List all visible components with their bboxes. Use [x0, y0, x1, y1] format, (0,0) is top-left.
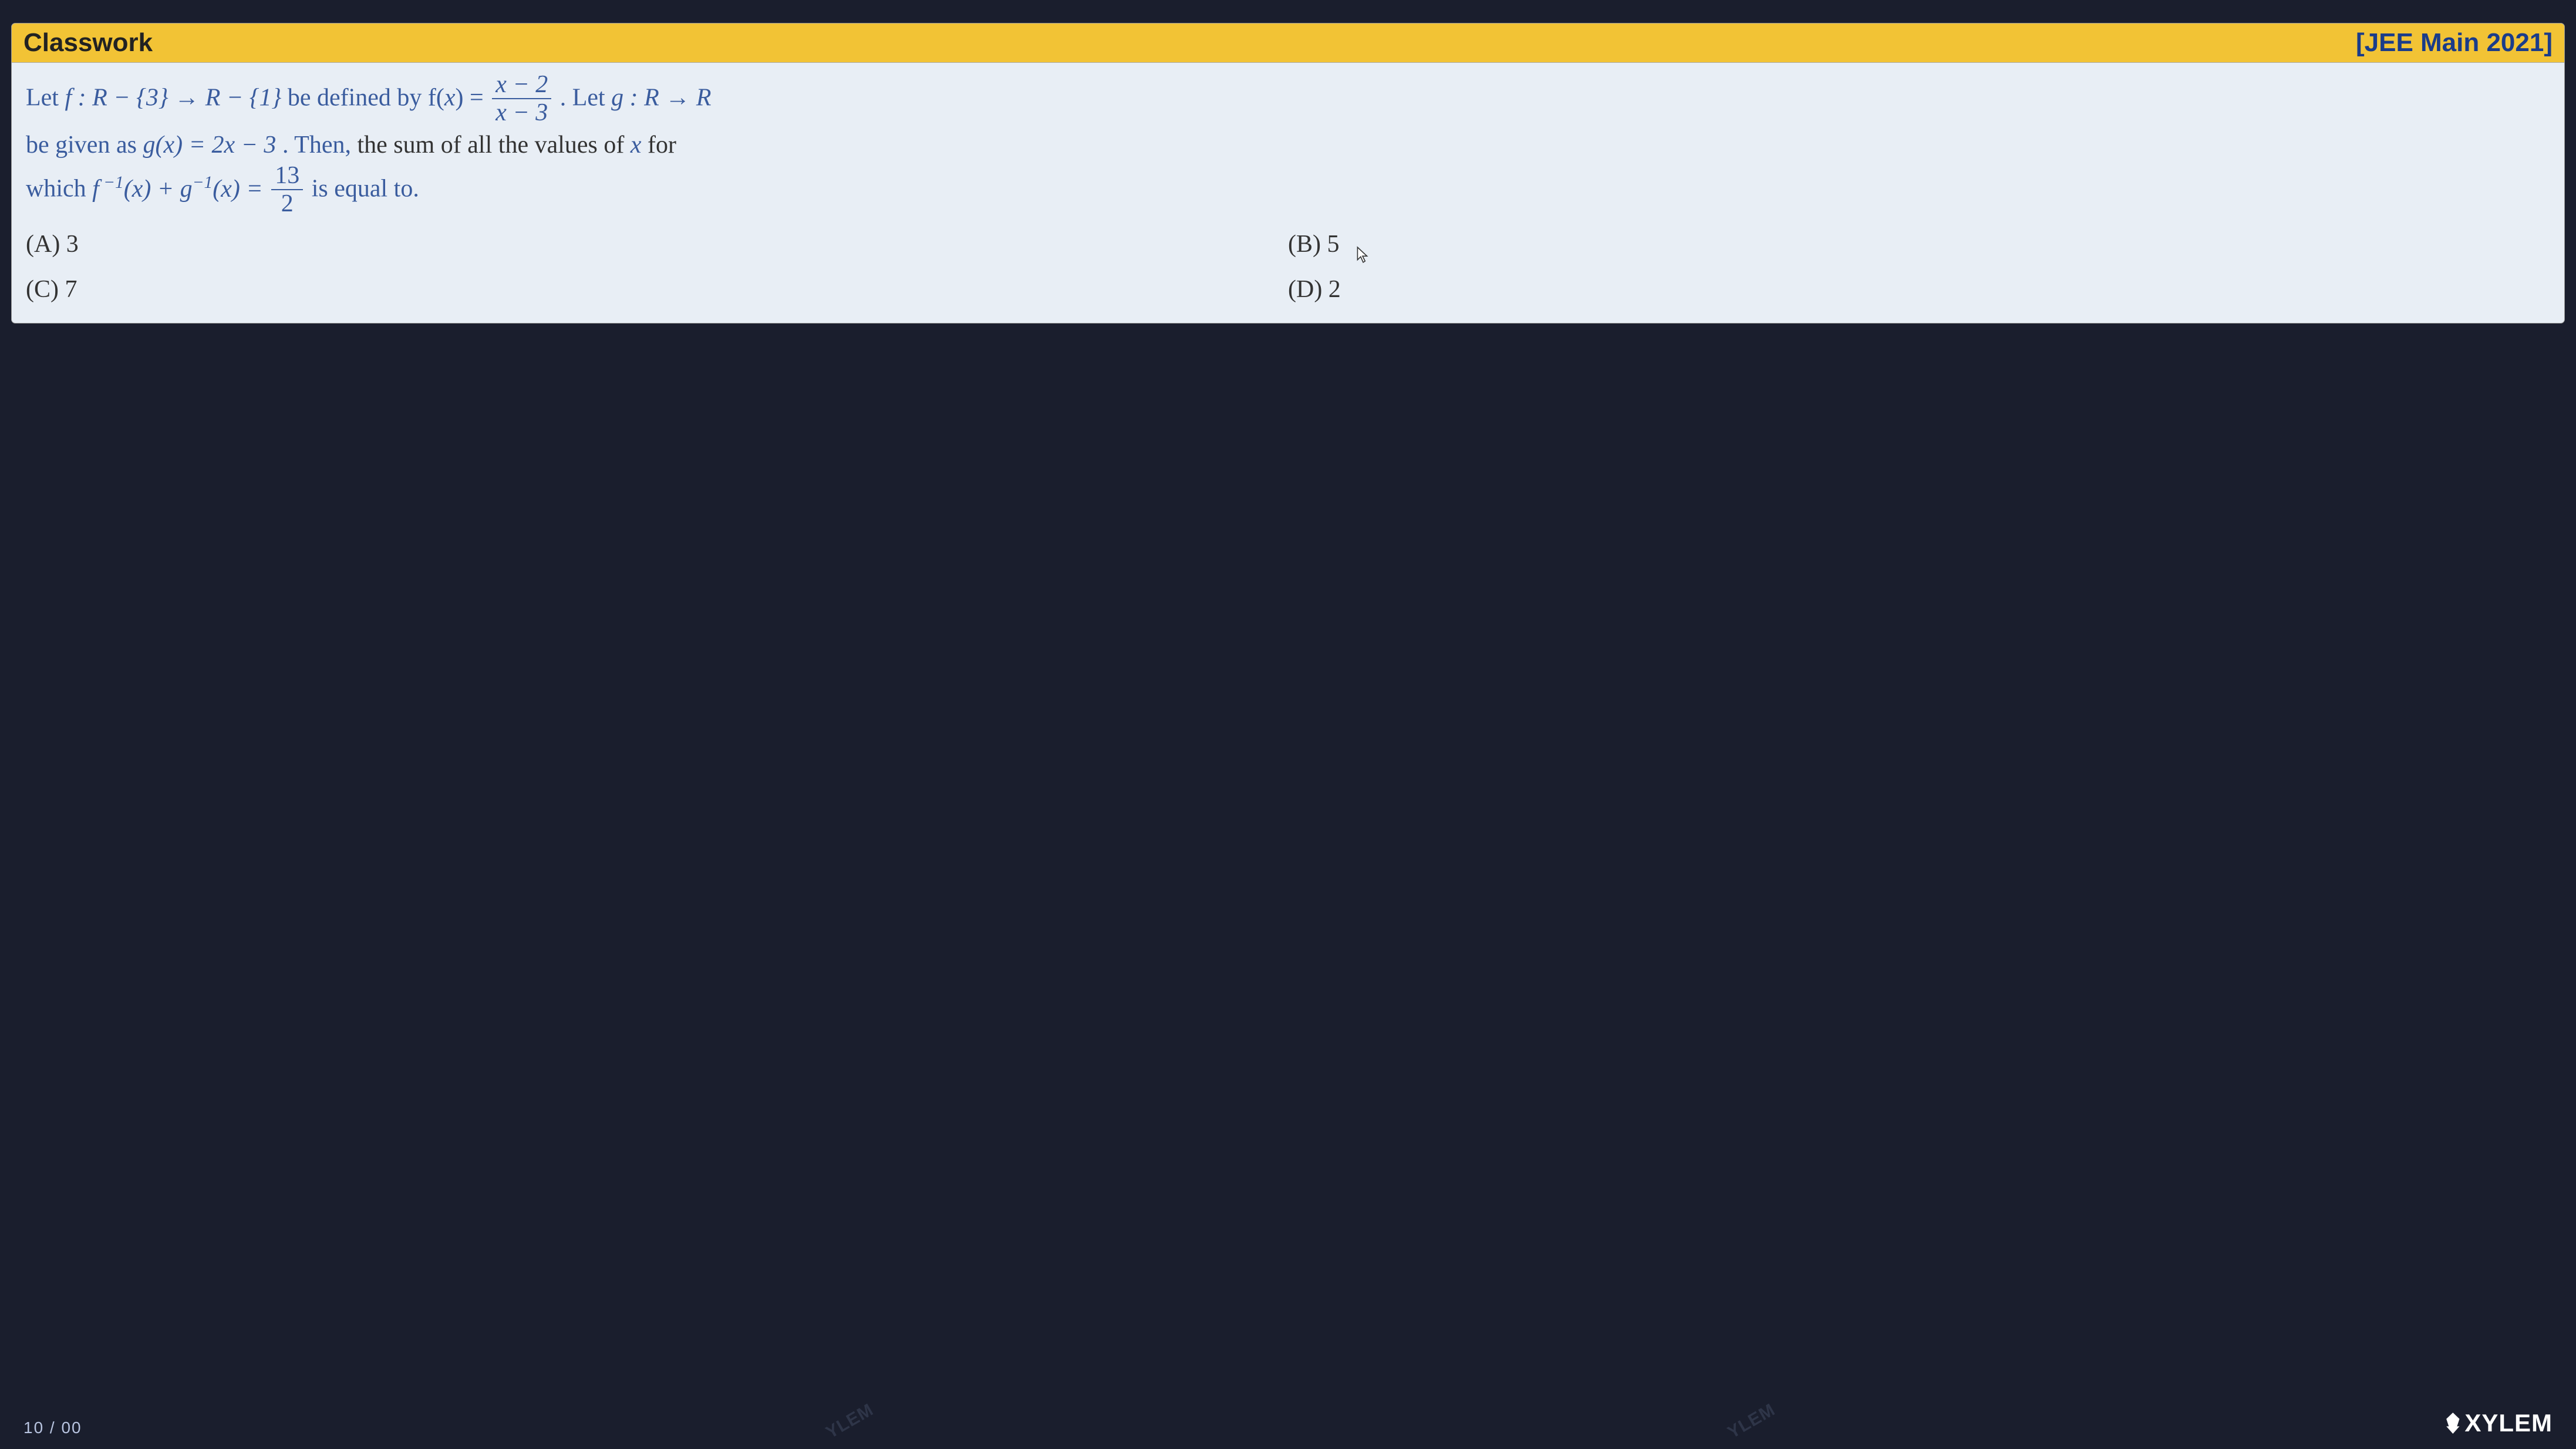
frac-num-2: 13: [271, 163, 303, 190]
text-then: . Then,: [282, 132, 358, 159]
text-let-g: . Let: [560, 85, 611, 112]
text-given-as: be given as: [26, 132, 143, 159]
footer-area: YLEM YLEM 10 / 00 XYLEM: [0, 329, 2576, 1449]
frac-num-1: x − 2: [492, 72, 551, 99]
slide-container: Classwork [JEE Main 2021] Let f : R − {3…: [0, 0, 2576, 329]
text-equal-to: is equal to.: [312, 176, 419, 203]
text-defined-by: be defined by f(x) =: [288, 85, 490, 112]
watermark-1: YLEM: [823, 1400, 878, 1443]
question-card: Classwork [JEE Main 2021] Let f : R − {3…: [12, 23, 2564, 323]
f-domain: f : R − {3} → R − {1}: [65, 85, 281, 112]
watermark-2: YLEM: [1724, 1400, 1779, 1443]
question-line-2: be given as g(x) = 2x − 3 . Then, the su…: [26, 126, 2550, 164]
brand-logo: XYLEM: [2444, 1409, 2553, 1437]
inverse-expr: f −1(x) + g−1(x) =: [92, 176, 269, 203]
option-b-label: (B) 5: [1288, 231, 1340, 258]
options-grid: (A) 3 (B) 5 (C) 7 (D) 2: [26, 225, 2550, 309]
page-number: 10 / 00: [23, 1418, 82, 1437]
leaf-icon: [2444, 1413, 2461, 1434]
frac-den-1: x − 3: [492, 99, 551, 125]
option-b[interactable]: (B) 5: [1288, 225, 2550, 264]
g-domain: g : R → R: [611, 85, 711, 112]
brand-text: XYLEM: [2464, 1409, 2553, 1437]
option-d[interactable]: (D) 2: [1288, 271, 2550, 309]
question-body: Let f : R − {3} → R − {1} be defined by …: [12, 63, 2564, 323]
title-left: Classwork: [23, 28, 153, 58]
cursor-icon: [1356, 237, 1369, 255]
title-bar: Classwork [JEE Main 2021]: [12, 23, 2564, 63]
option-a[interactable]: (A) 3: [26, 225, 1288, 264]
option-c[interactable]: (C) 7: [26, 271, 1288, 309]
fraction-fx: x − 2 x − 3: [492, 72, 551, 125]
text-which: which: [26, 176, 92, 203]
text-let: Let: [26, 85, 65, 112]
fraction-rhs: 13 2: [271, 163, 303, 216]
g-def: g(x) = 2x − 3: [143, 132, 276, 159]
title-right: [JEE Main 2021]: [2356, 28, 2553, 58]
question-line-1: Let f : R − {3} → R − {1} be defined by …: [26, 73, 2550, 126]
question-line-3: which f −1(x) + g−1(x) = 13 2 is equal t…: [26, 164, 2550, 217]
text-sum-values: the sum of all the values of x for: [357, 132, 676, 159]
frac-den-2: 2: [271, 190, 303, 216]
